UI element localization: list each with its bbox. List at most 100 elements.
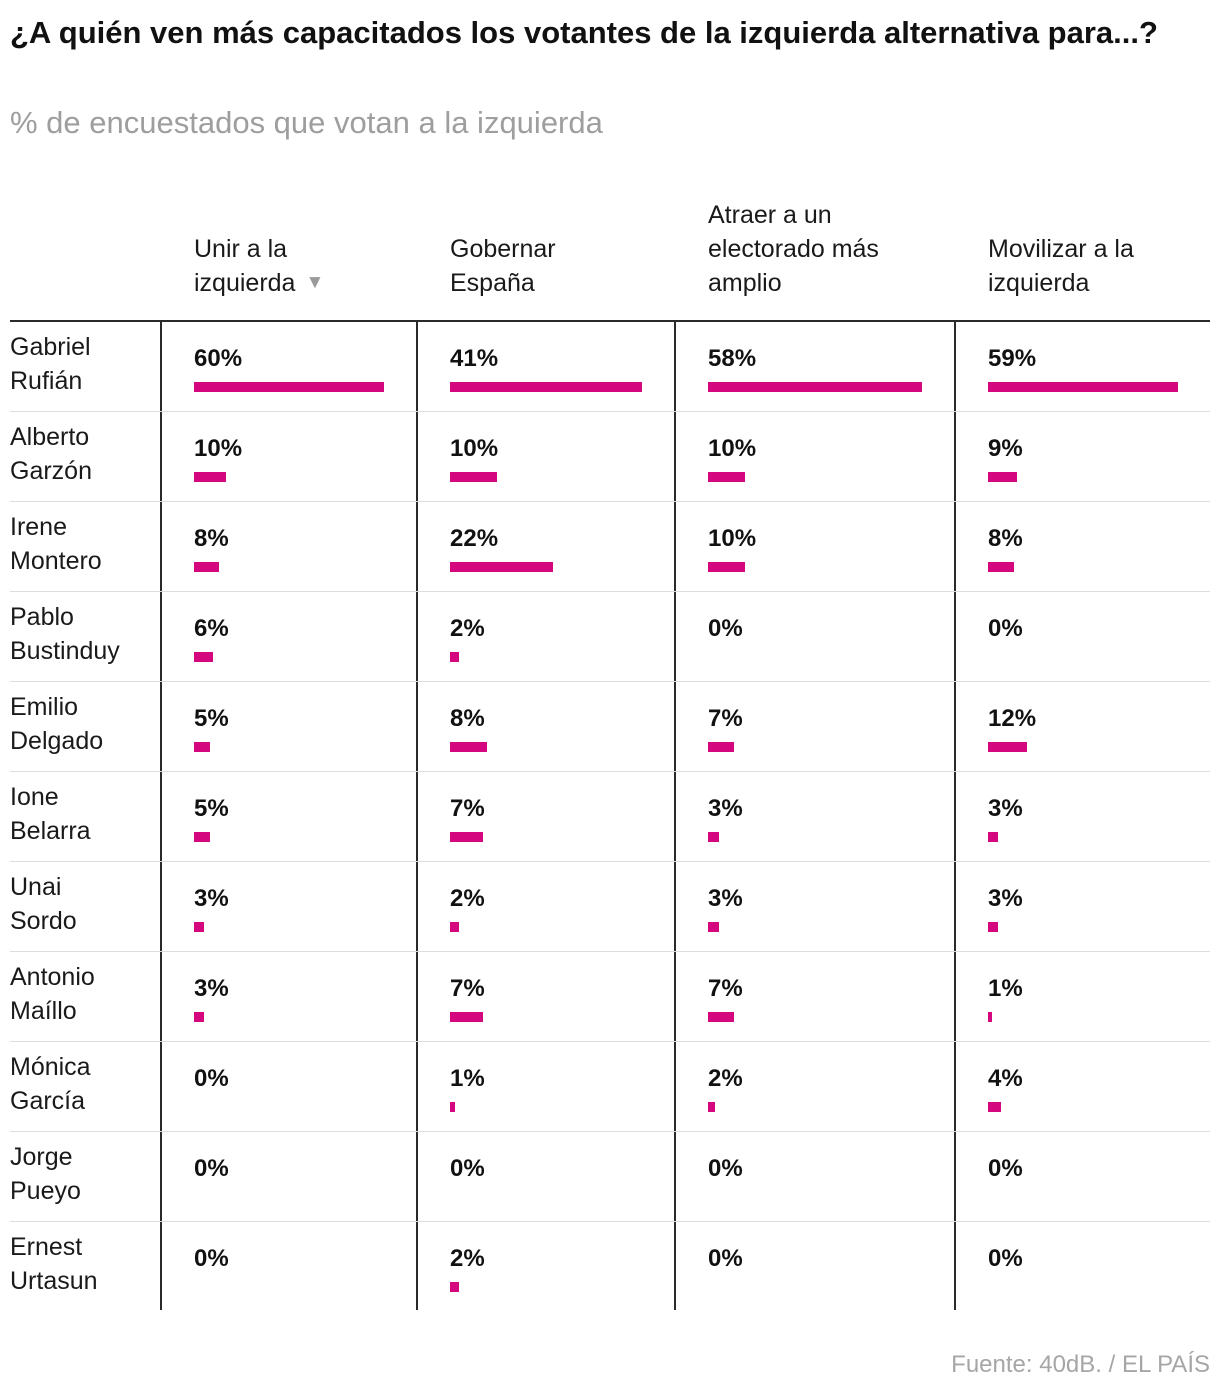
bar (194, 562, 220, 572)
column-header-line: Unir a la (194, 235, 288, 263)
row-separator (10, 1131, 1210, 1132)
bar (988, 742, 1027, 752)
bar (194, 382, 384, 392)
row-label-line: Jorge (10, 1143, 73, 1171)
value-label: 10% (708, 435, 757, 462)
value-label: 8% (194, 525, 229, 552)
row-label: Alberto Garzón (10, 420, 160, 488)
row-label: Unai Sordo (10, 870, 160, 938)
value-label: 2% (450, 885, 485, 912)
row-label-line: Ernest (10, 1233, 83, 1261)
bar (194, 922, 204, 932)
row-label-line: Alberto (10, 423, 90, 451)
value-label: 3% (194, 885, 229, 912)
value-label: 0% (988, 1155, 1023, 1182)
row-label-line: García (10, 1087, 86, 1115)
value-label: 3% (708, 795, 743, 822)
row-separator (10, 411, 1210, 412)
value-label: 1% (450, 1065, 485, 1092)
value-label: 7% (450, 795, 485, 822)
column-header-line: izquierda (988, 269, 1090, 297)
row-label: Pablo Bustinduy (10, 600, 160, 668)
value-label: 0% (194, 1065, 229, 1092)
value-label: 0% (988, 1245, 1023, 1272)
row-label-line: Garzón (10, 457, 92, 485)
column-divider (674, 322, 676, 1310)
row-label: Irene Montero (10, 510, 160, 578)
column-header[interactable]: Atraer a un electorado más amplio (708, 198, 879, 300)
value-label: 7% (708, 975, 743, 1002)
bar (708, 472, 745, 482)
row-label-line: Unai (10, 873, 62, 901)
row-label-line: Emilio (10, 693, 79, 721)
bar (708, 742, 734, 752)
column-header[interactable]: Gobernar España (450, 232, 556, 300)
column-header-line: amplio (708, 269, 782, 297)
value-label: 10% (194, 435, 243, 462)
value-label: 0% (708, 1155, 743, 1182)
row-label-line: Delgado (10, 727, 104, 755)
column-header[interactable]: Unir a la izquierda ▼ (194, 232, 324, 300)
bar (450, 832, 483, 842)
row-separator (10, 951, 1210, 952)
value-label: 6% (194, 615, 229, 642)
row-label: Mónica García (10, 1050, 160, 1118)
bar (450, 1282, 460, 1292)
value-label: 0% (708, 615, 743, 642)
column-header-line: Gobernar (450, 235, 556, 263)
bar (988, 1102, 1001, 1112)
value-label: 58% (708, 345, 757, 372)
bar (194, 742, 210, 752)
row-label-line: Urtasun (10, 1267, 98, 1295)
row-label-line: Maíllo (10, 997, 77, 1025)
row-separator (10, 501, 1210, 502)
bar (708, 562, 745, 572)
bar (708, 922, 720, 932)
bar (988, 472, 1017, 482)
row-label-line: Irene (10, 513, 67, 541)
value-label: 0% (194, 1245, 229, 1272)
bar (988, 832, 998, 842)
row-label: Antonio Maíllo (10, 960, 160, 1028)
row-separator (10, 591, 1210, 592)
bar (988, 922, 998, 932)
bar (194, 472, 226, 482)
value-label: 0% (708, 1245, 743, 1272)
row-separator (10, 1221, 1210, 1222)
row-separator (10, 1041, 1210, 1042)
row-label-line: Gabriel (10, 333, 91, 361)
column-divider (954, 322, 956, 1310)
value-label: 5% (194, 705, 229, 732)
row-separator (10, 771, 1210, 772)
bar (194, 1012, 204, 1022)
value-label: 3% (194, 975, 229, 1002)
row-label-line: Mónica (10, 1053, 91, 1081)
row-label-line: Montero (10, 547, 102, 575)
bar (194, 832, 210, 842)
value-label: 41% (450, 345, 499, 372)
bar (708, 382, 922, 392)
bar (708, 832, 720, 842)
value-label: 22% (450, 525, 499, 552)
value-label: 59% (988, 345, 1037, 372)
row-separator (10, 681, 1210, 682)
value-label: 7% (450, 975, 485, 1002)
value-label: 9% (988, 435, 1023, 462)
value-label: 4% (988, 1065, 1023, 1092)
bar (450, 562, 554, 572)
row-label-line: Pablo (10, 603, 74, 631)
value-label: 3% (988, 885, 1023, 912)
value-label: 10% (450, 435, 499, 462)
column-divider (160, 322, 162, 1310)
column-header[interactable]: Movilizar a la izquierda (988, 232, 1134, 300)
row-label: Jorge Pueyo (10, 1140, 160, 1208)
bar (708, 1102, 716, 1112)
value-label: 1% (988, 975, 1023, 1002)
value-label: 2% (450, 1245, 485, 1272)
row-label-line: Sordo (10, 907, 77, 935)
bar (708, 1012, 734, 1022)
header-rule (10, 320, 1210, 322)
row-label-line: Pueyo (10, 1177, 81, 1205)
sort-down-icon[interactable]: ▼ (305, 272, 325, 293)
column-header-line: izquierda ▼ (194, 269, 325, 297)
